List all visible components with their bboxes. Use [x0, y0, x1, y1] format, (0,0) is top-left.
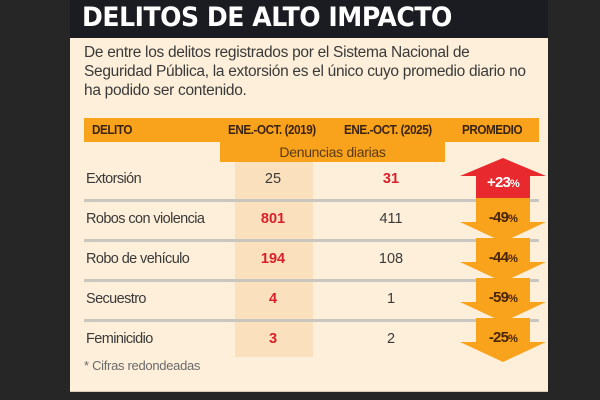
cell-2025: 2: [386, 331, 396, 347]
subheader-band: Denuncias diarias: [220, 142, 445, 162]
header-2019: ENE.-OCT. (2019): [228, 122, 316, 137]
table-row: Robo de vehículo 194 108 -44%: [84, 238, 546, 282]
cell-delito: Feminicidio: [86, 331, 153, 347]
cell-2019: 194: [260, 251, 286, 267]
promedio-number: -25: [488, 329, 509, 346]
intro-text: De entre los delitos registrados por el …: [84, 44, 526, 99]
arrow-down-icon: [460, 238, 546, 282]
table-row: Robos con violencia 801 411 -49%: [84, 198, 546, 242]
promedio-number: -44: [488, 249, 509, 266]
subheader-label: Denuncias diarias: [279, 144, 386, 160]
cell-2019: 801: [260, 211, 286, 227]
title-bar: DELITOS DE ALTO IMPACTO: [70, 0, 548, 38]
percent-sign: %: [508, 333, 518, 345]
header-2025: ENE.-OCT. (2025): [344, 122, 432, 137]
arrow-down-icon: [460, 318, 546, 362]
row-divider: [84, 279, 539, 282]
table-row: Feminicidio 3 2 -25%: [84, 318, 546, 362]
percent-sign: %: [508, 253, 518, 265]
promedio-value: -44%: [460, 249, 546, 266]
cell-2025: 411: [379, 211, 403, 227]
promedio-number: -59: [488, 289, 509, 306]
arrow-shape: [460, 158, 546, 202]
promedio-value: -49%: [460, 209, 546, 226]
cell-2025: 1: [386, 291, 396, 307]
percent-sign: %: [508, 213, 518, 225]
arrow-down-icon: [460, 198, 546, 242]
promedio-value: +23%: [460, 174, 546, 191]
cell-2025: 31: [382, 171, 400, 187]
header-delito: DELITO: [92, 122, 132, 137]
arrow-up-icon: [460, 158, 546, 202]
percent-sign: %: [508, 293, 518, 305]
footnote: * Cifras redondeadas: [84, 358, 201, 373]
row-divider: [84, 319, 539, 322]
cell-delito: Robos con violencia: [86, 211, 205, 227]
cell-delito: Extorsión: [86, 171, 142, 187]
infographic-panel: De entre los delitos registrados por el …: [70, 38, 548, 392]
arrow-shape: [460, 318, 546, 362]
header-band: [84, 118, 539, 142]
column-2019-highlight: [235, 162, 313, 357]
table-row: Extorsión 25 31 +23%: [84, 158, 546, 202]
cell-delito: Robo de vehículo: [86, 251, 190, 267]
cell-2025: 108: [378, 251, 404, 267]
cell-2019: 4: [268, 291, 278, 307]
cell-delito: Secuestro: [86, 291, 146, 307]
percent-sign: %: [510, 178, 520, 190]
arrow-down-icon: [460, 278, 546, 322]
promedio-number: -49: [488, 209, 509, 226]
chart-title: DELITOS DE ALTO IMPACTO: [82, 2, 452, 33]
promedio-number: +23: [486, 174, 511, 191]
promedio-value: -25%: [460, 329, 546, 346]
row-divider: [84, 199, 539, 202]
arrow-shape: [460, 198, 546, 242]
cell-2019: 25: [264, 171, 282, 187]
table-row: Secuestro 4 1 -59%: [84, 278, 546, 322]
row-divider: [84, 239, 539, 242]
arrow-shape: [460, 238, 546, 282]
promedio-value: -59%: [460, 289, 546, 306]
header-promedio: PROMEDIO: [462, 122, 523, 137]
cell-2019: 3: [268, 331, 278, 347]
arrow-shape: [460, 278, 546, 322]
